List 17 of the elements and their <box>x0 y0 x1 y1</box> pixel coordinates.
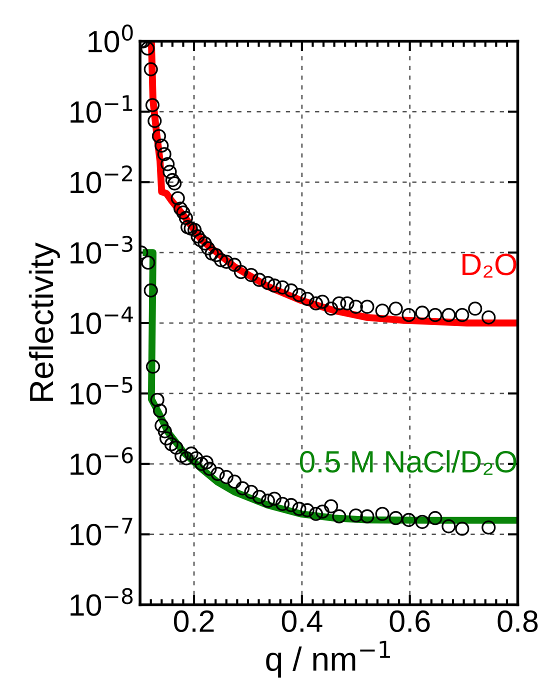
y-tick-label: 10$^{−7}$ <box>70 518 132 546</box>
series-label: D₂O <box>462 254 516 278</box>
y-tick-label: 10$^{−6}$ <box>70 447 133 476</box>
x-tick-label: 0.8 <box>498 610 538 632</box>
y-axis-title: Reflectivity <box>28 242 60 401</box>
y-tick-label: 10$^{0}$ <box>88 24 133 52</box>
x-axis-title: q / nm$^{−1}$ <box>266 640 390 678</box>
y-tick-label: 10$^{−4}$ <box>70 306 133 334</box>
y-tick-label: 10$^{−2}$ <box>70 165 132 194</box>
x-tick-label: 0.4 <box>282 610 322 632</box>
y-tick-label: 10$^{−1}$ <box>70 95 132 123</box>
y-tick-label: 10$^{−3}$ <box>70 236 132 264</box>
y-tick-label: 10$^{−8}$ <box>70 588 133 616</box>
y-tick-label: 10$^{−5}$ <box>70 377 132 405</box>
x-tick-label: 0.2 <box>174 610 214 632</box>
series-label: 0.5 M NaCl/D₂O <box>300 450 516 475</box>
x-tick-label: 0.6 <box>390 610 430 632</box>
